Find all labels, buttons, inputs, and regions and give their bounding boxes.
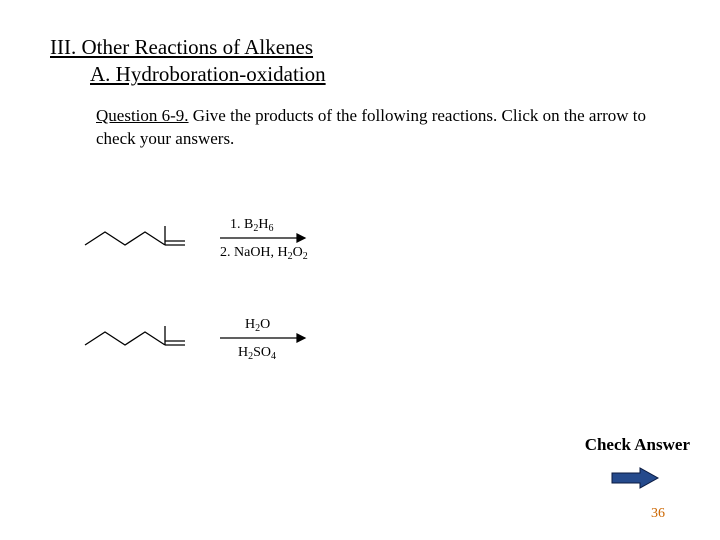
question-label: Question 6-9. (96, 106, 189, 125)
reaction-2-svg: H2O H2SO4 (80, 290, 380, 365)
reaction-2: H2O H2SO4 (80, 290, 380, 370)
reaction-2-reagent-top: H2O (245, 317, 270, 334)
reaction-1-svg: 1. B2H6 2. NaOH, H2O2 (80, 190, 380, 265)
check-answer-arrow-button[interactable] (610, 466, 660, 490)
subsection-heading: A. Hydroboration-oxidation (90, 62, 326, 87)
arrow-right-icon (610, 466, 660, 490)
section-heading: III. Other Reactions of Alkenes (50, 35, 313, 60)
reaction-1-reagent-bottom: 2. NaOH, H2O2 (220, 245, 308, 262)
check-answer-button[interactable]: Check Answer (585, 435, 690, 455)
question-text: Question 6-9. Give the products of the f… (96, 105, 656, 151)
reaction-1-reagent-top: 1. B2H6 (230, 217, 273, 234)
reaction-2-reagent-bottom: H2SO4 (238, 345, 276, 362)
reaction-1: 1. B2H6 2. NaOH, H2O2 (80, 190, 380, 270)
page-number: 36 (651, 506, 665, 522)
